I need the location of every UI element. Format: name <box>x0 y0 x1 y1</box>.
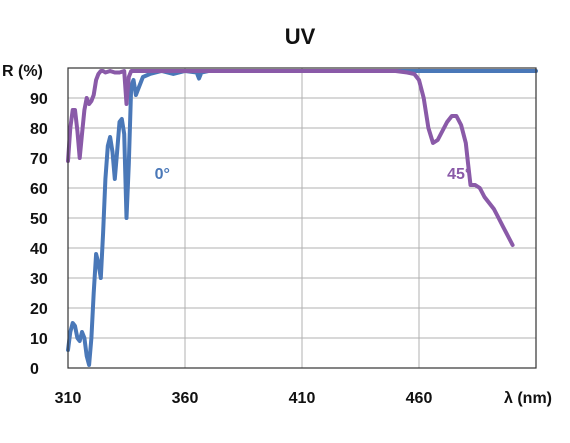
y-tick-label: 30 <box>30 271 48 288</box>
series-line-1 <box>66 69 515 247</box>
x-tick-label: 460 <box>406 390 433 407</box>
y-tick-label: 10 <box>30 331 48 348</box>
x-tick-label: 410 <box>289 390 316 407</box>
y-tick-label: 40 <box>30 241 48 258</box>
y-tick-label: 70 <box>30 151 48 168</box>
plot-frame <box>67 67 537 369</box>
grid-lines <box>68 68 536 368</box>
series-labels: 0° 45° <box>155 166 472 183</box>
series-label-1: 45° <box>447 166 471 183</box>
x-tick-label: 310 <box>55 390 82 407</box>
y-tick-label: 90 <box>30 91 48 108</box>
y-axis-label: R (%) <box>2 63 43 80</box>
chart-title: UV <box>285 24 316 49</box>
tick-labels: 0 10 20 30 40 50 60 70 80 90 310 360 410 460 <box>30 91 432 407</box>
y-tick-label: 50 <box>30 211 48 228</box>
series-lines <box>66 69 538 367</box>
y-tick-label: 0 <box>30 361 39 378</box>
y-tick-label: 20 <box>30 301 48 318</box>
x-tick-label: 360 <box>172 390 199 407</box>
y-tick-label: 60 <box>30 181 48 198</box>
x-axis-label: λ (nm) <box>504 390 552 407</box>
y-tick-label: 80 <box>30 121 48 138</box>
series-label-0: 0° <box>155 166 170 183</box>
